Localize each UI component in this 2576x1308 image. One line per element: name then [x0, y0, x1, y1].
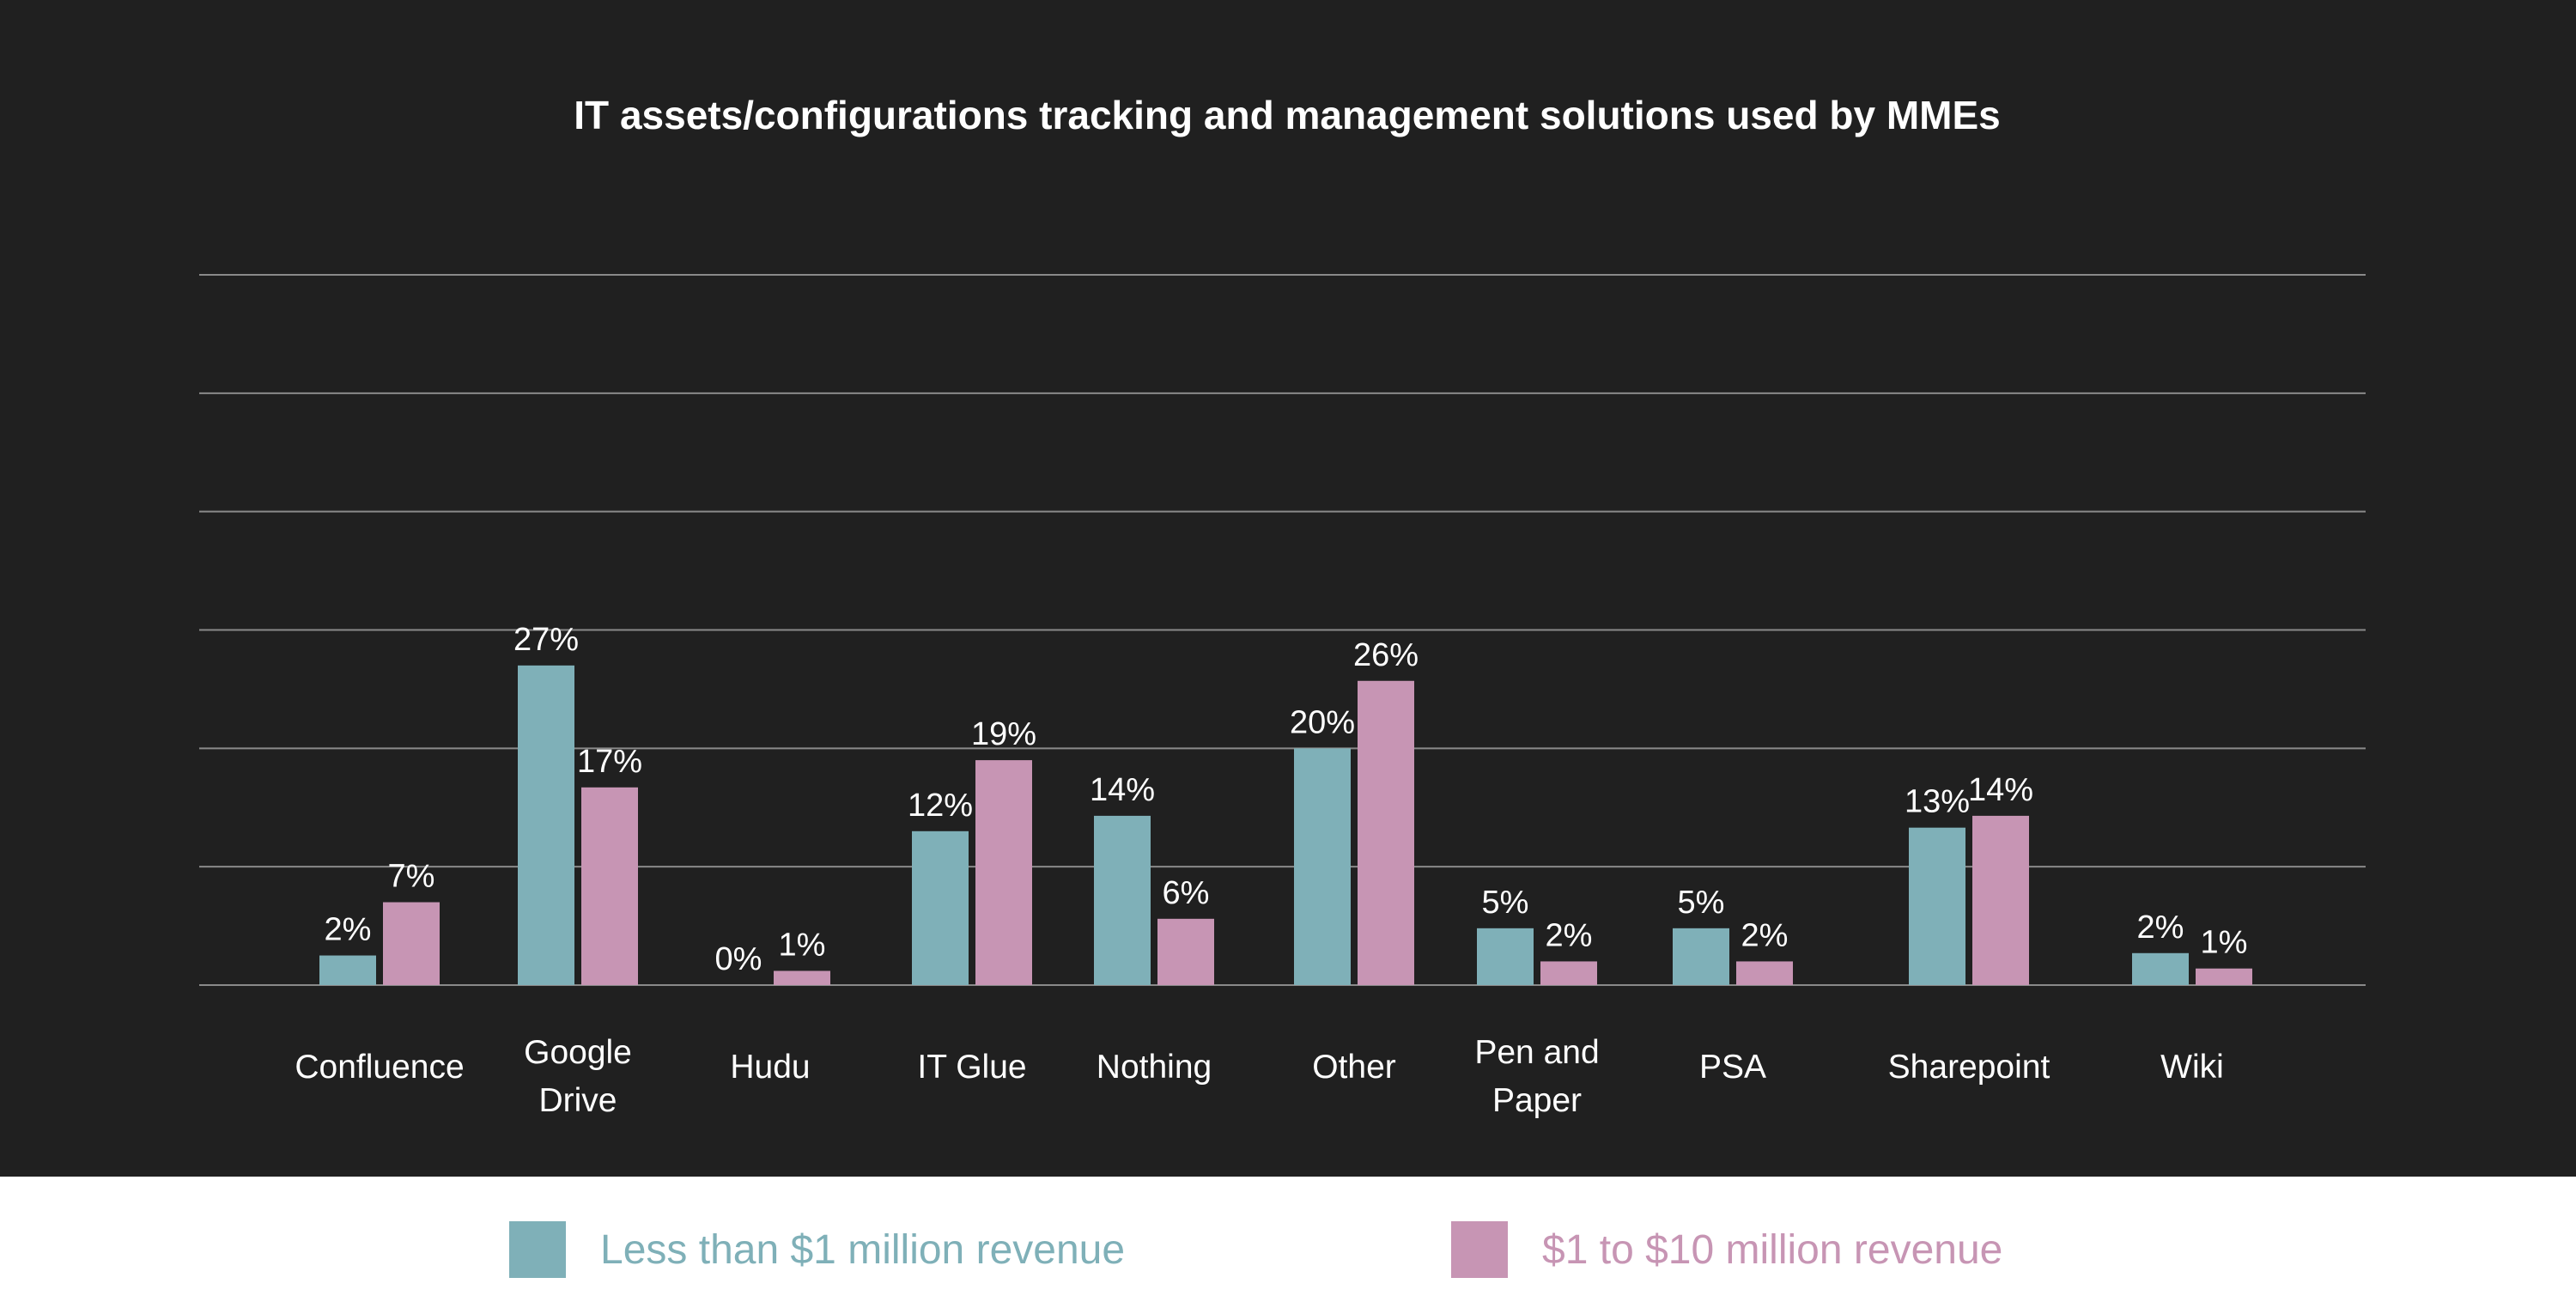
legend: Less than $1 million revenue $1 to $10 mi… — [509, 1221, 2002, 1278]
bar — [1477, 928, 1534, 985]
bar — [1673, 928, 1729, 985]
bar — [383, 902, 440, 985]
bar — [975, 760, 1032, 985]
data-label: 13% — [1905, 784, 1970, 820]
category-label: Hudu — [730, 1049, 810, 1086]
bar — [2196, 968, 2252, 985]
bar — [1358, 680, 1414, 985]
data-label: 5% — [1482, 885, 1529, 921]
category-label-line: Nothing — [1097, 1049, 1212, 1086]
data-label: 14% — [1968, 772, 2033, 808]
bar — [1909, 827, 1965, 985]
bar — [319, 955, 376, 985]
data-label: 26% — [1353, 637, 1419, 673]
bar — [1540, 961, 1597, 985]
data-label: 1% — [779, 927, 826, 963]
category-label: Other — [1312, 1049, 1396, 1086]
category-label-line: Drive — [538, 1082, 617, 1119]
category-label: Confluence — [295, 1049, 464, 1086]
category-label: Sharepoint — [1888, 1049, 2050, 1086]
data-label: 14% — [1090, 772, 1155, 808]
bar — [2132, 952, 2189, 985]
data-label: 2% — [1546, 917, 1593, 953]
chart-background — [0, 0, 2576, 1177]
bar — [1157, 918, 1214, 985]
data-label: 1% — [2201, 925, 2248, 961]
category-label-line: Other — [1312, 1049, 1396, 1086]
category-label: IT Glue — [917, 1049, 1026, 1086]
data-label: 7% — [388, 859, 435, 895]
data-label: 5% — [1678, 885, 1725, 921]
legend-background — [0, 1177, 2576, 1308]
data-label: 12% — [908, 788, 973, 824]
data-label: 6% — [1163, 875, 1210, 911]
bar — [774, 970, 830, 985]
bar — [581, 787, 638, 985]
category-label: Nothing — [1097, 1049, 1212, 1086]
data-label: 2% — [1741, 917, 1789, 953]
category-label-line: Wiki — [2160, 1049, 2224, 1086]
bar — [1294, 748, 1351, 985]
category-label: Google Drive — [524, 1034, 632, 1119]
data-label: 2% — [2137, 910, 2184, 946]
category-label-line: PSA — [1699, 1049, 1766, 1086]
category-label-line: Sharepoint — [1888, 1049, 2050, 1086]
bar — [1094, 815, 1151, 985]
category-label-line: Google — [524, 1034, 632, 1071]
data-label: 20% — [1290, 704, 1355, 740]
category-label-line: Hudu — [730, 1049, 810, 1086]
legend-swatch — [1451, 1221, 1508, 1278]
category-label-line: Confluence — [295, 1049, 464, 1086]
chart-title: IT assets/configurations tracking and ma… — [574, 93, 2000, 137]
bar — [518, 665, 574, 985]
bar — [912, 830, 969, 985]
data-label: 2% — [325, 912, 372, 948]
legend-label: Less than $1 million revenue — [600, 1227, 1125, 1273]
legend-label: $1 to $10 million revenue — [1542, 1227, 2002, 1273]
category-label: Wiki — [2160, 1049, 2224, 1086]
category-label-line: Paper — [1492, 1082, 1582, 1119]
bar — [1972, 815, 2029, 985]
category-label-line: IT Glue — [917, 1049, 1026, 1086]
category-label: PSA — [1699, 1049, 1766, 1086]
data-label: 27% — [513, 622, 579, 658]
bar — [1736, 961, 1793, 985]
category-labels: Confluence Google Drive Hudu IT Glue Nothing O… — [295, 1034, 2223, 1119]
legend-swatch — [509, 1221, 566, 1278]
category-label: Pen and Paper — [1474, 1034, 1599, 1119]
value-labels: 2% 7% 27% 17% 0% 1% 12% 19% 14% 6% 20% 26% 5% 2% 5% 2% 1… — [325, 622, 2248, 977]
bars — [319, 665, 2252, 985]
data-label: 0% — [715, 941, 762, 977]
data-label: 17% — [577, 744, 642, 780]
data-label: 19% — [971, 716, 1036, 752]
category-label-line: Pen and — [1474, 1034, 1599, 1071]
